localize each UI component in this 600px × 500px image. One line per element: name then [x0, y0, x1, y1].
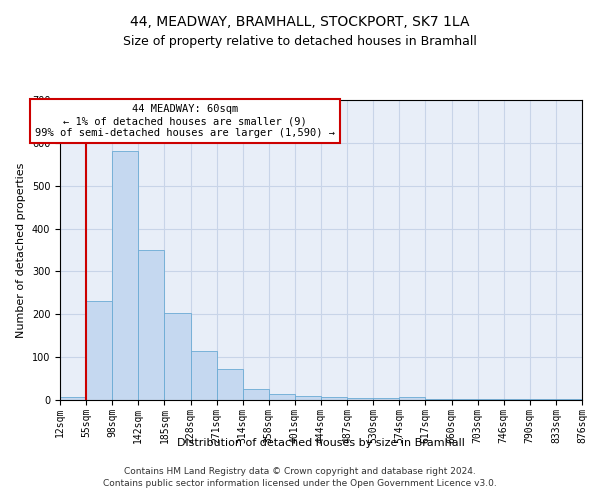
Y-axis label: Number of detached properties: Number of detached properties: [16, 162, 26, 338]
Bar: [139, 250, 164, 400]
Bar: [86, 300, 112, 400]
Bar: [269, 394, 295, 400]
Text: Distribution of detached houses by size in Bramhall: Distribution of detached houses by size …: [177, 438, 465, 448]
Bar: [400, 396, 425, 400]
Bar: [295, 396, 321, 400]
Bar: [452, 398, 478, 400]
Text: Size of property relative to detached houses in Bramhall: Size of property relative to detached ho…: [123, 35, 477, 48]
Bar: [60, 396, 86, 400]
Bar: [504, 399, 530, 400]
Bar: [321, 396, 347, 400]
Bar: [556, 399, 582, 400]
Text: 44, MEADWAY, BRAMHALL, STOCKPORT, SK7 1LA: 44, MEADWAY, BRAMHALL, STOCKPORT, SK7 1L…: [130, 15, 470, 29]
Bar: [425, 398, 452, 400]
Text: Contains public sector information licensed under the Open Government Licence v3: Contains public sector information licen…: [103, 478, 497, 488]
Text: Contains HM Land Registry data © Crown copyright and database right 2024.: Contains HM Land Registry data © Crown c…: [124, 467, 476, 476]
Bar: [217, 368, 243, 400]
Bar: [164, 313, 191, 400]
Bar: [243, 390, 269, 400]
Bar: [112, 152, 139, 400]
Bar: [530, 399, 556, 400]
Bar: [478, 399, 504, 400]
Text: 44 MEADWAY: 60sqm
← 1% of detached houses are smaller (9)
99% of semi-detached h: 44 MEADWAY: 60sqm ← 1% of detached house…: [35, 104, 335, 138]
Bar: [373, 398, 400, 400]
Bar: [347, 398, 373, 400]
Bar: [191, 350, 217, 400]
